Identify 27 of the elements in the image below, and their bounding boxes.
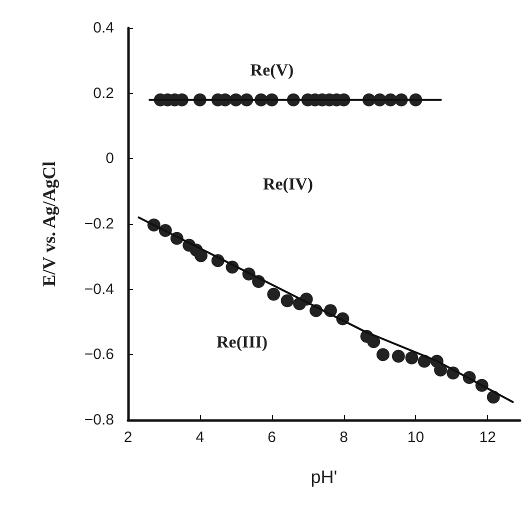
y-tick-label: −0.2 [84,216,114,232]
y-axis-title: E/V vs. Ag/AgCl [39,161,59,287]
point [367,335,380,348]
point [392,350,405,363]
y-tick-label: 0.2 [93,84,114,102]
point [434,364,448,377]
x-tick-label: 12 [479,429,496,446]
x-tick-label: 10 [407,429,424,446]
annotation: Re(V) [250,60,294,80]
y-tick-label: −0.6 [84,346,114,364]
point [194,249,208,262]
x-tick-label: 8 [340,429,348,446]
x-tick-label: 6 [268,429,276,446]
y-tick-label: −0.8 [84,412,114,428]
y-tick-label: 0 [106,150,114,168]
y-tick-label: 0.4 [93,20,114,36]
annotation: Re(III) [216,332,268,352]
annotation: Re(IV) [262,174,314,194]
x-tick-label: 4 [196,429,204,446]
point [267,288,280,301]
x-tick-label: 2 [124,429,132,446]
line-series [138,216,514,404]
point [405,351,418,364]
x-axis-title: pH' [310,467,338,487]
y-tick-label: −0.4 [84,280,114,298]
point [376,348,390,362]
point [280,294,294,308]
